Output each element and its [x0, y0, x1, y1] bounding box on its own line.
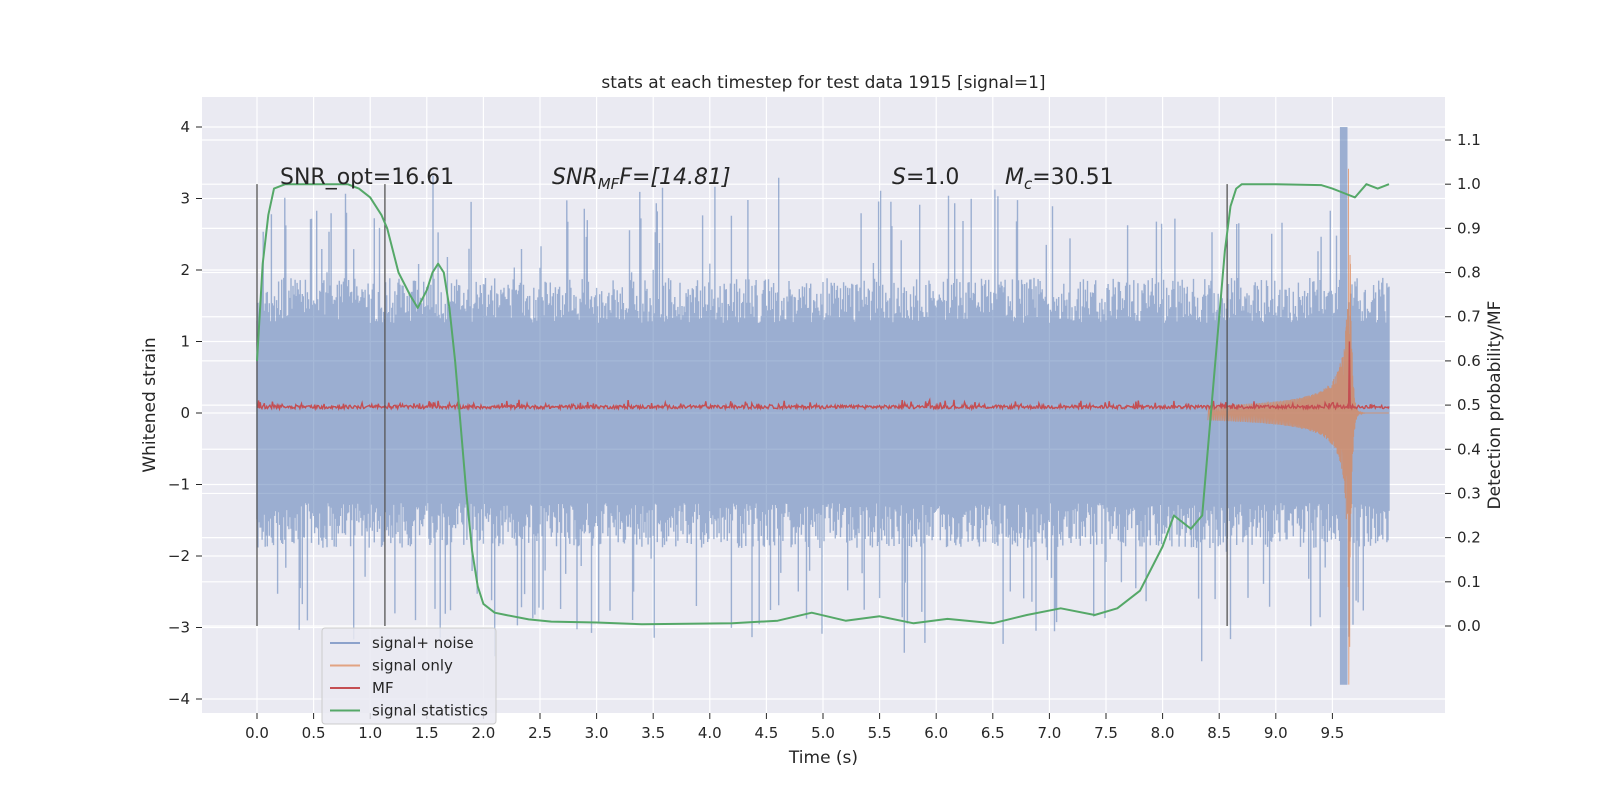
- y2-axis-label: Detection probability/MF: [1485, 301, 1505, 510]
- y2-tick-label: 0.9: [1457, 219, 1481, 237]
- x-tick-label: 3.5: [641, 724, 665, 742]
- x-tick-label: 9.5: [1320, 724, 1344, 742]
- x-tick-label: 8.5: [1207, 724, 1231, 742]
- s-annotation: S=1.0: [892, 165, 959, 190]
- snr-opt-annotation: SNR_opt=16.61: [280, 165, 454, 190]
- s-rest: =1.0: [906, 165, 959, 190]
- mc-rest: =30.51: [1032, 165, 1113, 190]
- snr-mf-rest: F=[14.81]: [619, 165, 730, 190]
- x-tick-label: 0.0: [245, 724, 269, 742]
- x-tick-label: 8.0: [1151, 724, 1175, 742]
- y2-tick-label: 0.6: [1457, 352, 1481, 370]
- x-tick-label: 7.0: [1037, 724, 1061, 742]
- x-tick-label: 4.0: [698, 724, 722, 742]
- y2-tick-label: 0.2: [1457, 529, 1481, 547]
- y2-tick-label: 1.1: [1457, 131, 1481, 149]
- plot-content: [256, 127, 1390, 685]
- y2-tick-label: 0.5: [1457, 396, 1481, 414]
- legend-label: signal only: [372, 657, 453, 675]
- x-tick-label: 3.0: [585, 724, 609, 742]
- x-axis-label: Time (s): [788, 748, 858, 768]
- snr-mf-annotation: SNRMFF=[14.81]: [552, 165, 731, 193]
- y-tick-label: −4: [168, 690, 190, 708]
- y-axis-left: 4 3 2 1 0 −1 −2 −3 −4: [168, 118, 202, 708]
- snr-mf-subscript: MF: [598, 175, 620, 193]
- y-tick-label: −2: [168, 547, 190, 565]
- x-tick-label: 2.5: [528, 724, 552, 742]
- y2-tick-label: 0.0: [1457, 617, 1481, 635]
- y-tick-label: −1: [168, 476, 190, 494]
- series-mf: [256, 341, 1390, 412]
- y2-tick-label: 0.7: [1457, 308, 1481, 326]
- legend-box: [321, 627, 497, 725]
- x-tick-label: 5.0: [811, 724, 835, 742]
- x-tick-label: 7.5: [1094, 724, 1118, 742]
- chart-title: stats at each timestep for test data 191…: [601, 73, 1045, 93]
- y2-tick-label: 0.3: [1457, 484, 1481, 502]
- x-tick-label: 2.0: [471, 724, 495, 742]
- series-signal-statistics: [256, 183, 1390, 626]
- x-tick-label: 1.0: [358, 724, 382, 742]
- snr-mf-symbol: SNR: [552, 165, 598, 190]
- legend: signal+ noise signal only MF signal statist…: [321, 627, 497, 725]
- mc-subscript: c: [1024, 175, 1033, 193]
- legend-label: MF: [372, 679, 394, 697]
- annotations: SNR_opt=16.61 SNRMFF=[14.81] S=1.0 Mc=30…: [280, 165, 1114, 193]
- x-tick-label: 1.5: [415, 724, 439, 742]
- y2-tick-label: 0.8: [1457, 264, 1481, 282]
- y-tick-label: 4: [180, 118, 190, 136]
- y-tick-label: 3: [180, 190, 190, 208]
- x-tick-label: 4.5: [754, 724, 778, 742]
- y-tick-label: 2: [180, 261, 190, 279]
- mc-annotation: Mc=30.51: [1005, 165, 1114, 193]
- y2-tick-label: 0.4: [1457, 440, 1481, 458]
- x-tick-label: 5.5: [868, 724, 892, 742]
- y-tick-label: 1: [180, 333, 190, 351]
- x-tick-label: 6.5: [981, 724, 1005, 742]
- legend-label: signal statistics: [372, 702, 488, 720]
- y-axis-right: 1.1 1.0 0.9 0.8 0.7 0.6 0.5 0.4 0.3 0.2 0.1 0.0: [1445, 131, 1481, 635]
- x-tick-label: 9.0: [1264, 724, 1288, 742]
- legend-label: signal+ noise: [372, 634, 474, 652]
- mc-symbol: M: [1005, 165, 1024, 190]
- x-tick-label: 0.5: [302, 724, 326, 742]
- y2-tick-label: 1.0: [1457, 175, 1481, 193]
- y-axis-label: Whitened strain: [140, 337, 160, 472]
- y-tick-label: 0: [180, 404, 190, 422]
- y2-tick-label: 0.1: [1457, 573, 1481, 591]
- y-tick-label: −3: [168, 619, 190, 637]
- s-symbol: S: [892, 165, 906, 190]
- x-axis: 0.0 0.5 1.0 1.5 2.0 2.5 3.0 3.5 4.0 4.5 5.0 5.5 6.0 6…: [245, 713, 1344, 742]
- x-tick-label: 6.0: [924, 724, 948, 742]
